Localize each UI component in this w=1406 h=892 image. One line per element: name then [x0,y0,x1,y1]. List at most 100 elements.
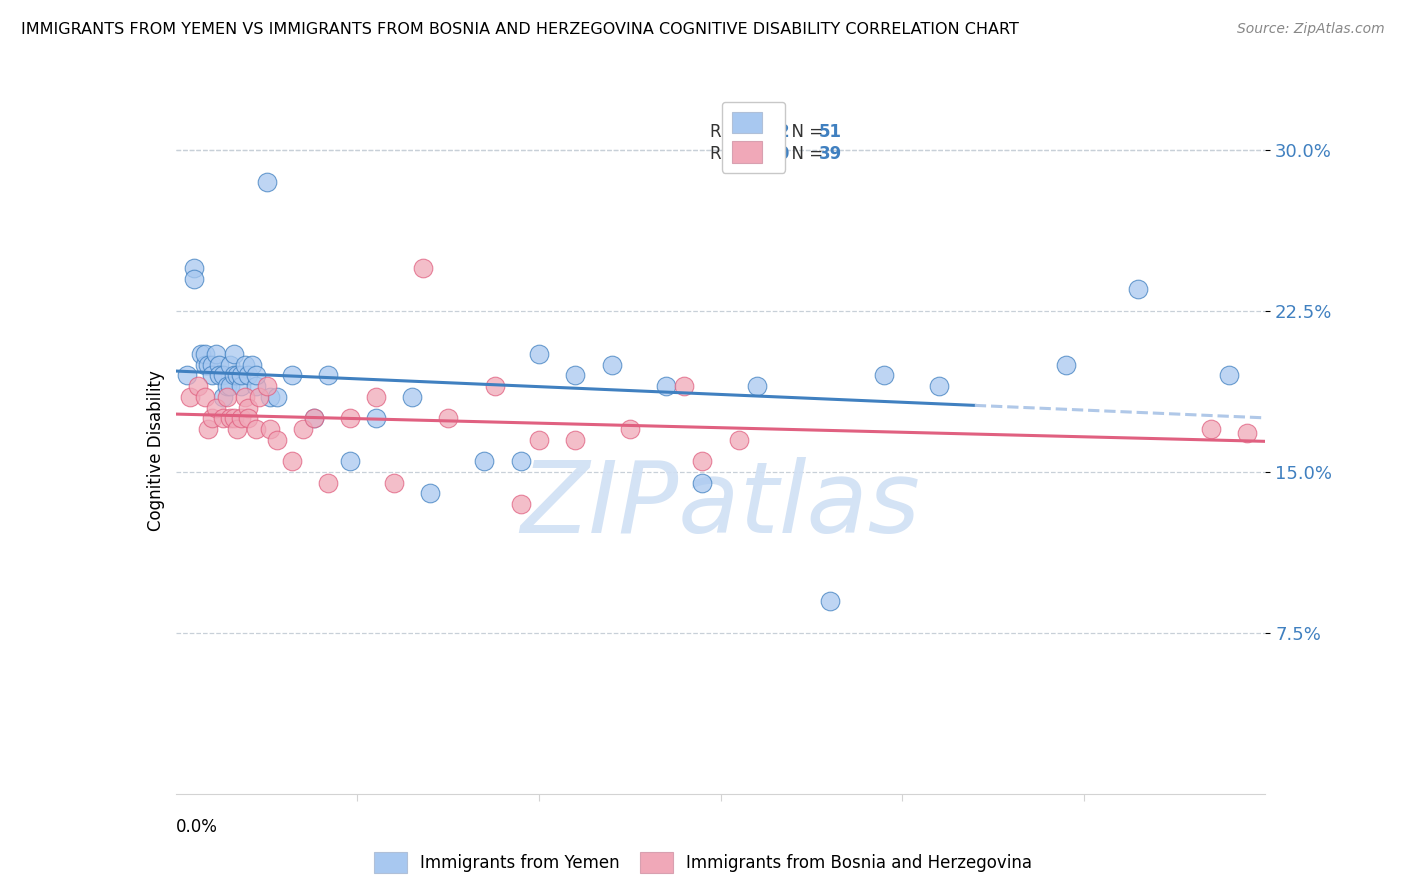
Text: N =: N = [780,123,828,141]
Point [318,368,340,383]
Point [245,368,267,383]
Point [208,358,231,372]
Point [281,368,304,383]
Legend: , : , [721,102,785,173]
Point [245,422,267,436]
Point [215,390,238,404]
Point [1218,368,1240,383]
Point [419,486,441,500]
Point [226,368,249,383]
Point [204,401,226,415]
Point [509,497,531,511]
Point [266,390,288,404]
Point [186,379,209,393]
Point [527,433,550,447]
Point [183,271,205,285]
Point [176,368,198,383]
Point [564,433,586,447]
Point [259,422,281,436]
Point [204,347,226,361]
Legend: Immigrants from Yemen, Immigrants from Bosnia and Herzegovina: Immigrants from Yemen, Immigrants from B… [367,846,1039,880]
Point [484,379,506,393]
Point [266,433,288,447]
Text: 0.042: 0.042 [737,123,790,141]
Point [201,358,224,372]
Point [190,347,212,361]
Point [509,454,531,468]
Point [201,411,224,425]
Text: R =: R = [710,145,745,162]
Point [1236,426,1258,441]
Text: Source: ZipAtlas.com: Source: ZipAtlas.com [1237,22,1385,37]
Point [437,411,460,425]
Point [412,260,434,275]
Point [240,358,263,372]
Point [233,390,256,404]
Point [291,422,314,436]
Point [245,379,267,393]
Point [745,379,768,393]
Text: 0.0%: 0.0% [176,818,218,836]
Point [1128,283,1150,297]
Point [619,422,641,436]
Point [259,390,281,404]
Point [212,411,235,425]
Point [600,358,623,372]
Point [194,358,217,372]
Point [238,401,260,415]
Point [401,390,423,404]
Point [197,422,219,436]
Point [281,454,304,468]
Point [256,175,278,189]
Point [219,379,242,393]
Point [201,368,224,383]
Point [727,433,749,447]
Point [302,411,325,425]
Point [197,358,219,372]
Point [212,368,235,383]
Point [873,368,896,383]
Text: R =: R = [710,123,745,141]
Point [219,358,242,372]
Point [222,368,245,383]
Point [692,454,714,468]
Point [247,390,270,404]
Point [474,454,496,468]
Point [238,368,260,383]
Point [364,390,387,404]
Point [318,475,340,490]
Point [256,379,278,393]
Point [382,475,405,490]
Point [231,368,253,383]
Point [928,379,950,393]
Point [1199,422,1222,436]
Point [226,422,249,436]
Point [222,411,245,425]
Point [339,454,361,468]
Point [183,260,205,275]
Point [655,379,678,393]
Point [231,379,253,393]
Point [527,347,550,361]
Point [339,411,361,425]
Text: IMMIGRANTS FROM YEMEN VS IMMIGRANTS FROM BOSNIA AND HERZEGOVINA COGNITIVE DISABI: IMMIGRANTS FROM YEMEN VS IMMIGRANTS FROM… [21,22,1019,37]
Y-axis label: Cognitive Disability: Cognitive Disability [146,370,165,531]
Point [194,347,217,361]
Text: 0.180: 0.180 [737,145,789,162]
Point [364,411,387,425]
Point [231,411,253,425]
Text: ZIPatlas: ZIPatlas [520,457,921,554]
Point [564,368,586,383]
Point [238,411,260,425]
Text: 51: 51 [818,123,842,141]
Point [215,379,238,393]
Point [302,411,325,425]
Point [194,390,217,404]
Point [818,593,841,607]
Point [692,475,714,490]
Point [179,390,201,404]
Text: 39: 39 [818,145,842,162]
Point [208,368,231,383]
Point [219,411,242,425]
Point [1054,358,1077,372]
